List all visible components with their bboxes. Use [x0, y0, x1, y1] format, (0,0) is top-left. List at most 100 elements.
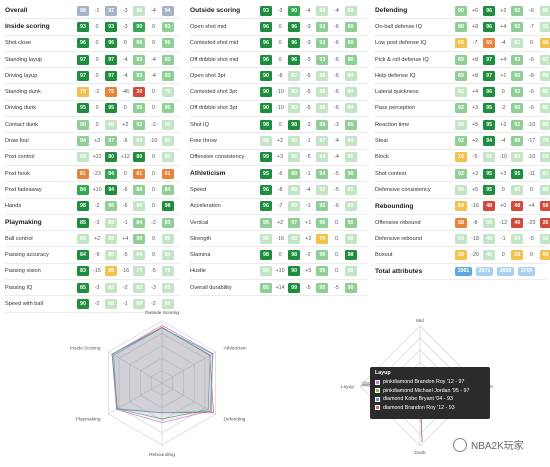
attribute-row: Offensive consistency 99 +3 99 -5 94 -4 95	[190, 150, 367, 166]
rating-delta: -10	[149, 138, 158, 145]
attribute-row: Acceleration 96 -7 89 -1 95 -6 90	[190, 199, 367, 215]
rating-cell: 78	[161, 266, 174, 277]
legend-label: pinkdiamond Brandon Roy '12 - 97	[383, 379, 465, 386]
rating-cell: 93	[161, 21, 174, 32]
rating-cell: 89	[455, 70, 467, 81]
rating-delta: -4	[334, 138, 339, 145]
rating-delta: -10	[499, 154, 508, 161]
rating-cell: 97	[288, 217, 301, 228]
rating-delta: 0	[278, 252, 282, 259]
rating-cell: 90	[133, 201, 146, 212]
rating-cell: 86	[161, 233, 174, 244]
stats-column-right: Defending 90 +6 96 +2 92 -6 86 On-ball defense I…	[375, 3, 550, 281]
rating-cell: 93	[133, 54, 146, 65]
attribute-row: Off dribble shot 3pt 90 -10 80 -5 85 -6 84	[190, 101, 367, 118]
radar-axis-label: Athleticism	[223, 346, 246, 352]
rating-cell: 89	[539, 70, 550, 81]
attribute-row: Contact dunk 90 0 90 +2 92 -2 90	[5, 117, 180, 134]
rating-delta: 0	[334, 219, 338, 226]
rating-delta: 0	[501, 89, 505, 96]
rating-delta: 0	[151, 89, 155, 96]
rating-delta: -10	[276, 89, 284, 96]
attribute-row: Defensive rebound 65 -18 49 -1 54 -5 60	[375, 231, 550, 248]
rating-delta: +8	[472, 72, 479, 79]
radar-axis-label: Defending	[223, 417, 245, 423]
radar-chart-categories: Outside Scoring Athleticism Defending Rebou…	[70, 310, 247, 458]
attribute-name: Standing layup	[5, 56, 43, 63]
rating-delta: -5	[305, 105, 311, 112]
rating-cell: 93	[316, 54, 329, 65]
rating-cell: 84	[344, 87, 357, 98]
rating-cell: 94	[316, 168, 329, 179]
rating-cell: 92	[511, 119, 524, 130]
attribute-row: Overall durability 85 +14 99 -5 90 -5 90	[190, 280, 367, 297]
total-badge: 3981	[455, 266, 472, 276]
rating-cell: 30	[133, 87, 146, 98]
rating-cell: 92	[455, 103, 467, 114]
radar-axis-label: Playmaking	[76, 417, 101, 423]
radar-axis-line	[161, 382, 216, 415]
rating-cell: 96	[260, 184, 272, 195]
attribute-row: Stamina 98 0 98 -2 96 0 98	[190, 247, 367, 264]
rating-cell: 84	[77, 250, 89, 261]
rating-cell: 95	[77, 103, 89, 114]
rating-delta: +3	[500, 170, 507, 177]
rating-cell: 95	[511, 168, 524, 179]
rating-cell: 96	[288, 54, 301, 65]
rating-delta: 0	[278, 56, 282, 63]
rating-delta: -6	[277, 170, 283, 177]
rating-cell: 87	[539, 54, 550, 65]
attribute-name: Pass perception	[375, 105, 416, 112]
rating-cell: 95	[133, 103, 146, 114]
rating-delta: -16	[471, 203, 479, 210]
rating-delta: -4	[151, 72, 156, 79]
category-header-row: Rebounding 64 -16 48 +0 48 +4 58	[375, 199, 550, 215]
rating-delta: -12	[499, 219, 508, 226]
rating-delta: -1	[500, 235, 506, 242]
rating-cell: 98	[161, 201, 174, 212]
rating-delta: -8	[472, 219, 478, 226]
rating-delta: -2	[94, 300, 100, 307]
rating-cell: 83	[77, 266, 89, 277]
attribute-row: Open shot mid 96 0 96 -3 93 -6 90	[190, 19, 367, 36]
attribute-name: Off dribble shot mid	[190, 56, 239, 63]
attribute-name: Free throw	[190, 138, 217, 145]
radar-axis-label: Mid	[416, 318, 424, 324]
attribute-row: Lateral quickness 92 +4 96 0 92 -6 86	[375, 84, 550, 101]
rating-delta: -3	[277, 7, 283, 14]
rating-cell: 90	[77, 119, 89, 130]
rating-cell: 90	[344, 266, 357, 277]
rating-cell: 88	[77, 152, 89, 163]
attribute-row: Driving dunk 95 0 95 0 95 0 95	[5, 101, 180, 118]
rating-cell: 90	[511, 184, 524, 195]
rating-delta: +2	[500, 7, 507, 14]
rating-delta: -8	[277, 186, 283, 193]
rating-cell: 64	[455, 201, 467, 212]
attribute-name: Ball control	[5, 235, 33, 242]
rating-cell: 60	[539, 233, 550, 244]
rating-cell: 80	[105, 250, 118, 261]
attribute-row: Passing accuracy 84 -9 80 -5 84 0 84	[5, 247, 180, 264]
attribute-row: Pass perception 92 +3 95 -2 90 -6 86	[375, 101, 550, 118]
attribute-row: Post control 88 +12 80 +12 80 0 80	[5, 150, 180, 166]
attribute-name: Playmaking	[5, 219, 42, 226]
rating-delta: 0	[529, 40, 533, 47]
rating-cell: 89	[455, 54, 467, 65]
rating-delta: 0	[151, 154, 155, 161]
attribute-row: Off dribble shot mid 96 0 96 -3 93 -6 90	[190, 52, 367, 69]
radar-axis-line	[161, 351, 216, 384]
rating-delta: +10	[92, 186, 102, 193]
attribute-name: Post fadeaway	[5, 186, 42, 193]
attribute-name: Lateral quickness	[375, 89, 419, 96]
rating-cell: 80	[161, 136, 174, 147]
rating-cell: 92	[133, 119, 146, 130]
rating-cell: 93	[511, 54, 524, 65]
rating-delta: 0	[278, 23, 282, 30]
rating-delta: -4	[151, 56, 156, 63]
rating-cell: 89	[316, 5, 329, 16]
rating-delta: -6	[122, 186, 128, 193]
attribute-name: On-ball defense IQ	[375, 23, 422, 30]
rating-cell: 95	[105, 103, 118, 114]
rating-delta: -5	[334, 284, 339, 291]
rating-cell: 86	[539, 103, 550, 114]
